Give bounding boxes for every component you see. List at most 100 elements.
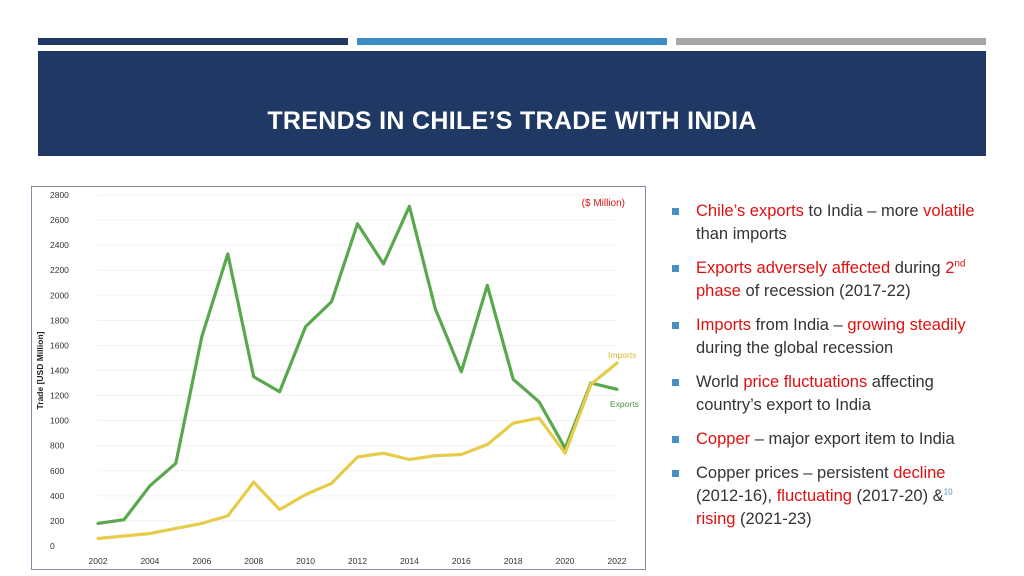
x-tick-label-2004: 2004 — [140, 556, 159, 566]
bullet-text: nd — [954, 258, 966, 270]
data-point-imports-2007 — [226, 515, 229, 518]
data-point-exports-2015 — [434, 308, 437, 311]
x-tick-label-2010: 2010 — [296, 556, 315, 566]
bullet-text: during the global recession — [696, 339, 894, 357]
bullet-square-icon — [672, 208, 679, 215]
data-point-imports-2013 — [382, 452, 385, 455]
data-point-imports-2021 — [590, 383, 593, 386]
x-tick-label-2016: 2016 — [452, 556, 471, 566]
bullet-square-icon — [672, 436, 679, 443]
data-point-imports-2010 — [304, 493, 307, 496]
bullet-text: from India – — [751, 316, 848, 334]
y-tick-label-200: 200 — [50, 516, 64, 526]
bullet-square-icon — [672, 265, 679, 272]
data-point-imports-2009 — [278, 508, 281, 511]
data-point-exports-2022 — [616, 388, 619, 391]
x-tick-label-2018: 2018 — [504, 556, 523, 566]
title-band: TRENDS IN CHILE’S TRADE WITH INDIA — [38, 51, 986, 156]
y-tick-label-400: 400 — [50, 491, 64, 501]
bullet-text: Exports adversely affected — [696, 259, 891, 277]
data-point-imports-2020 — [564, 452, 567, 455]
y-tick-label-600: 600 — [50, 466, 64, 476]
y-tick-label-800: 800 — [50, 441, 64, 451]
y-axis-label: Trade [USD Million] — [35, 331, 45, 409]
bullet-text: affecting country’s export to India — [696, 373, 934, 414]
bullet-text: than imports — [696, 225, 787, 243]
accent-bar-blue — [357, 38, 667, 45]
x-tick-label-2012: 2012 — [348, 556, 367, 566]
bullet-item: Copper prices – persistent decline (2012… — [668, 462, 988, 531]
data-point-imports-2022 — [616, 362, 619, 365]
bullet-text: of recession (2017-22) — [740, 282, 911, 300]
data-point-exports-2003 — [123, 518, 126, 521]
bullet-text: decline — [893, 464, 946, 482]
data-point-exports-2018 — [512, 378, 515, 381]
data-point-imports-2017 — [486, 443, 489, 446]
y-tick-label-1600: 1600 — [50, 340, 69, 350]
y-tick-label-0: 0 — [50, 541, 55, 551]
y-tick-label-1800: 1800 — [50, 315, 69, 325]
y-tick-label-2200: 2200 — [50, 265, 69, 275]
bullet-square-icon — [672, 470, 679, 477]
x-tick-label-2008: 2008 — [244, 556, 263, 566]
bullet-item: Copper – major export item to India — [668, 428, 988, 451]
data-point-imports-2004 — [149, 532, 152, 535]
y-tick-label-2600: 2600 — [50, 215, 69, 225]
bullet-list: Chile’s exports to India – more volatile… — [668, 200, 988, 542]
y-tick-label-1200: 1200 — [50, 391, 69, 401]
x-tick-label-2006: 2006 — [192, 556, 211, 566]
bullet-text: fluctuating — [776, 487, 852, 505]
data-point-imports-2016 — [460, 453, 463, 456]
data-point-exports-2006 — [200, 335, 203, 338]
bullet-text: (2021-23) — [735, 510, 812, 528]
bullet-text: Chile’s exports — [696, 202, 804, 220]
bullet-text: growing steadily — [847, 316, 966, 334]
x-tick-label-2022: 2022 — [608, 556, 627, 566]
bullet-text: World — [696, 373, 744, 391]
accent-bar-gray — [676, 38, 986, 45]
y-tick-label-1000: 1000 — [50, 416, 69, 426]
x-tick-label-2014: 2014 — [400, 556, 419, 566]
series-label-exports: Exports — [610, 399, 639, 409]
data-point-exports-2002 — [97, 522, 100, 525]
data-point-imports-2003 — [123, 535, 126, 538]
bullet-text: Imports — [696, 316, 752, 334]
bullet-item: World price fluctuations affecting count… — [668, 371, 988, 417]
bullet-text: 2 — [945, 259, 955, 277]
bullet-text: volatile — [923, 202, 975, 220]
data-point-exports-2005 — [174, 462, 177, 465]
data-point-imports-2018 — [512, 422, 515, 425]
series-label-imports: Imports — [608, 350, 636, 360]
data-point-exports-2010 — [304, 325, 307, 328]
data-point-imports-2012 — [356, 456, 359, 459]
bullet-item: Chile’s exports to India – more volatile… — [668, 200, 988, 246]
data-point-imports-2006 — [200, 522, 203, 525]
x-tick-label-2002: 2002 — [89, 556, 108, 566]
y-tick-label-2400: 2400 — [50, 240, 69, 250]
data-point-imports-2014 — [408, 458, 411, 461]
data-point-exports-2013 — [382, 263, 385, 266]
bullet-text: (2012-16), — [696, 487, 777, 505]
data-point-exports-2012 — [356, 222, 359, 225]
data-point-imports-2008 — [252, 481, 255, 484]
bullet-square-icon — [672, 379, 679, 386]
data-point-exports-2016 — [460, 370, 463, 373]
bullet-text: to India – more — [803, 202, 924, 220]
data-point-imports-2015 — [434, 454, 437, 457]
data-point-imports-2005 — [174, 527, 177, 530]
data-point-imports-2019 — [538, 417, 541, 420]
data-point-exports-2008 — [252, 375, 255, 378]
series-line-imports — [96, 361, 619, 541]
accent-bar-navy — [38, 38, 348, 45]
data-point-exports-2004 — [149, 484, 152, 487]
bullet-text: during — [890, 259, 946, 277]
data-point-exports-2019 — [538, 400, 541, 403]
y-tick-label-2800: 2800 — [50, 190, 69, 200]
series-line-exports — [96, 204, 619, 525]
bullet-item: Exports adversely affected during 2nd ph… — [668, 257, 988, 303]
bullet-text: phase — [696, 282, 741, 300]
bullet-text: price fluctuations — [743, 373, 868, 391]
data-point-exports-2014 — [408, 205, 411, 208]
y-tick-label-1400: 1400 — [50, 366, 69, 376]
trade-chart: 0 200 400 600 800 1000 1200 1400 1600 1800 2000 220… — [31, 186, 646, 570]
